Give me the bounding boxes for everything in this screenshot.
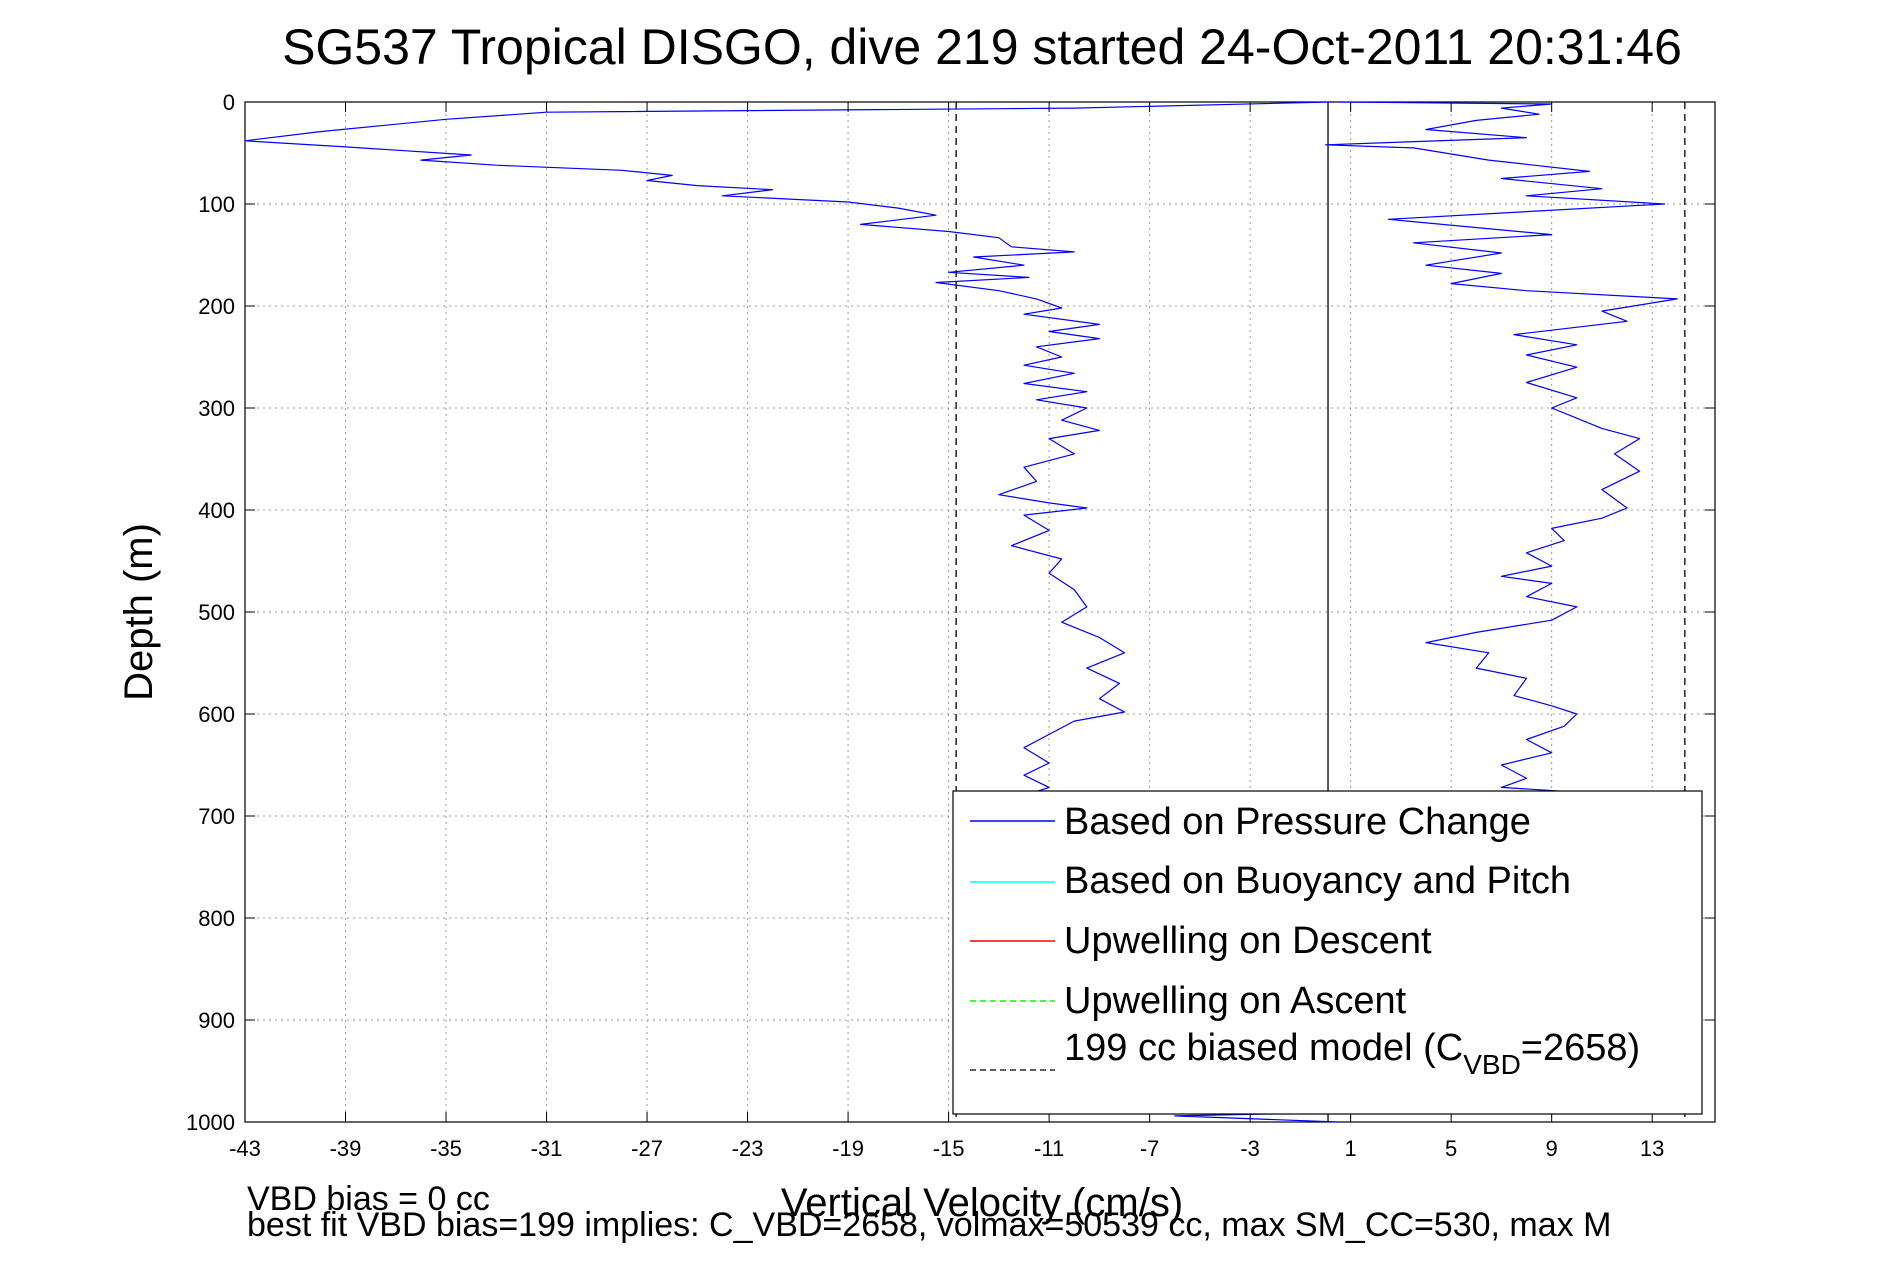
y-tick-label: 700	[198, 804, 235, 829]
x-tick-label: 1	[1345, 1136, 1357, 1161]
x-tick-label: -11	[1034, 1136, 1064, 1161]
y-tick-label: 600	[198, 702, 235, 727]
legend-box	[952, 790, 1703, 1115]
y-tick-label: 1000	[186, 1110, 235, 1135]
legend-label-biased-model-main: 199 cc biased model (C	[1064, 1027, 1463, 1069]
y-tick-label: 500	[198, 600, 235, 625]
y-tick-label: 100	[198, 192, 235, 217]
y-tick-label: 800	[198, 906, 235, 931]
x-tick-label: 9	[1546, 1136, 1558, 1161]
grid-lines	[245, 102, 1715, 1122]
x-tick-label: -23	[732, 1136, 764, 1161]
x-tick-label: 13	[1640, 1136, 1664, 1161]
legend-label-upwelling-ascent: Upwelling on Ascent	[1064, 980, 1407, 1022]
x-tick-label: 5	[1445, 1136, 1457, 1161]
x-axis-label: Vertical Velocity (cm/s)	[781, 1181, 1183, 1225]
series-group	[244, 101, 1678, 1123]
y-tick-label: 900	[198, 1008, 235, 1033]
x-tick-label: -43	[229, 1136, 261, 1161]
x-tick-label: -7	[1140, 1136, 1160, 1161]
series-line-descent	[244, 101, 1331, 797]
y-tick-label: 200	[198, 294, 235, 319]
x-tick-label: -39	[330, 1136, 362, 1161]
y-tick-label: 0	[223, 90, 235, 115]
chart-title: SG537 Tropical DISGO, dive 219 started 2…	[282, 19, 1682, 75]
legend-label-biased-model: 199 cc biased model (CVBD=2658)	[1064, 1027, 1640, 1080]
y-axis-ticks: 0 100 200 300 400 500 600 700 800 900 1000	[186, 90, 1715, 1135]
x-tick-label: -31	[531, 1136, 563, 1161]
y-tick-label: 400	[198, 498, 235, 523]
legend-label-pressure: Based on Pressure Change	[1064, 801, 1531, 843]
y-axis-label: Depth (m)	[117, 523, 161, 701]
x-tick-label: -35	[430, 1136, 462, 1161]
y-tick-label: 300	[198, 396, 235, 421]
legend-label-biased-model-suffix: =2658)	[1521, 1027, 1640, 1069]
x-axis-ticks: -43 -39 -35 -31 -27 -23 -19 -15 -11 -7 -3 1 5 9 13	[229, 102, 1664, 1161]
x-tick-label: -3	[1240, 1136, 1260, 1161]
footer-line-2: best fit VBD bias=199 implies: C_VBD=265…	[247, 1206, 1611, 1244]
legend: Based on Pressure Change Based on Buoyan…	[952, 790, 1703, 1115]
series-line-ascent	[1174, 101, 1678, 1123]
x-tick-label: -15	[933, 1136, 965, 1161]
footer-line-1: VBD bias = 0 cc	[247, 1180, 490, 1218]
legend-label-biased-model-sub: VBD	[1463, 1049, 1521, 1080]
x-tick-label: -19	[832, 1136, 864, 1161]
legend-label-upwelling-descent: Upwelling on Descent	[1064, 920, 1432, 962]
legend-label-buoyancy: Based on Buoyancy and Pitch	[1064, 860, 1571, 902]
x-tick-label: -27	[631, 1136, 663, 1161]
